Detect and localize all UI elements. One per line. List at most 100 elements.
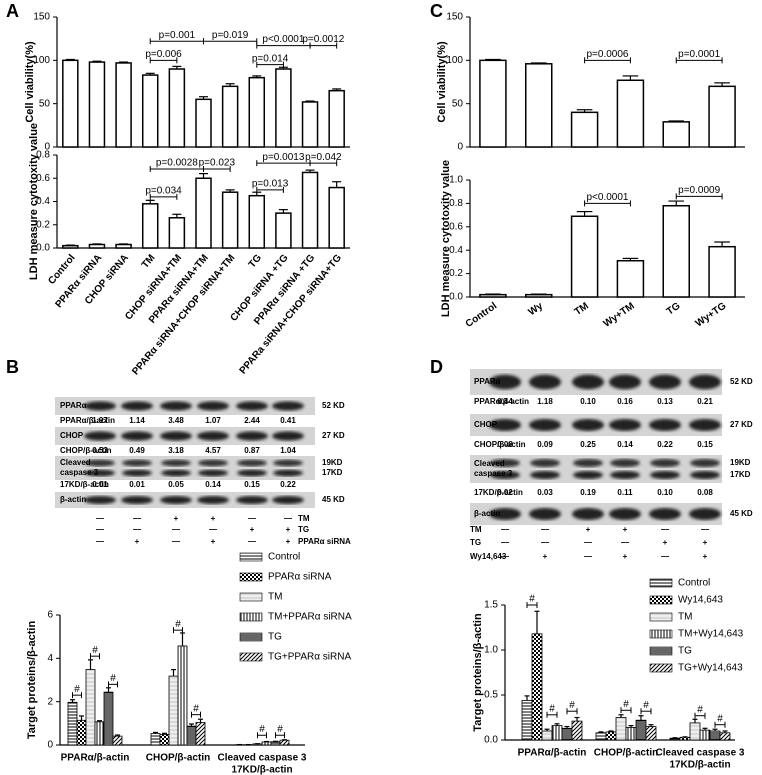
bar: [328, 186, 345, 249]
treatment-sign: —: [248, 537, 256, 546]
blot-band: [489, 374, 521, 390]
bar: [177, 645, 188, 746]
x-tick-label: PPARα siRNA+CHOP siRNA+TM: [130, 253, 237, 378]
blot-ratio: 0.11: [617, 488, 633, 497]
y-tick-label: 0.0: [36, 243, 50, 254]
x-tick-label: PPARα/β-actin: [61, 753, 130, 764]
sig-label: p<0.0001: [587, 192, 629, 203]
blot-band: [121, 431, 153, 441]
blot-band: [610, 459, 640, 467]
blot-label: caspase 3: [60, 468, 99, 477]
bar: [248, 76, 266, 148]
treatment-sign: +: [703, 538, 708, 547]
blot-band: [197, 431, 229, 441]
x-tick-label: TG: [665, 300, 683, 317]
blot-label: β-actin: [474, 509, 500, 518]
treatment-sign: —: [284, 514, 292, 523]
legend-swatch: [239, 612, 263, 622]
blot-band: [689, 374, 721, 390]
bar: [328, 89, 345, 148]
blot-label: PPARα/β-actin: [60, 416, 115, 425]
x-tick-label: Wy: [527, 300, 546, 318]
blot-size: 17KD: [730, 470, 751, 479]
legend-label: Control: [678, 578, 710, 589]
blot-size: 19KD: [322, 458, 343, 467]
treatment-sign: —: [661, 525, 669, 534]
blot-band: [572, 374, 604, 390]
sig-label: p=0.006: [145, 49, 182, 60]
blot-label: 17KD/β-actin: [474, 488, 523, 497]
treatment-sign: +: [211, 537, 216, 546]
blot-ratio: 0.14: [205, 480, 221, 489]
blot-ratio: 0.87: [244, 446, 260, 455]
blot-ratio: 0.49: [129, 446, 145, 455]
treatment-label: TM: [470, 525, 482, 534]
bar: [301, 101, 319, 148]
blot-band: [273, 459, 303, 467]
legend-label: TG+Wy14,643: [678, 663, 743, 674]
blot-band: [690, 471, 720, 479]
x-tick-label: Control: [464, 300, 500, 330]
bar: [615, 717, 627, 741]
bar: [141, 74, 159, 148]
blot-band: [236, 401, 268, 411]
y-tick-label: 100: [33, 55, 50, 66]
blot-band: [530, 471, 560, 479]
blot-label: PPARα/β-actin: [474, 397, 529, 406]
treatment-sign: —: [209, 525, 217, 534]
sig-label: p=0.019: [212, 30, 249, 41]
blot-band: [530, 459, 560, 467]
treatment-sign: +: [286, 537, 291, 546]
treatment-sign: —: [584, 552, 592, 561]
y-axis-label: Cell viability(%): [24, 41, 36, 123]
treatment-sign: —: [248, 514, 256, 523]
legend-label: Wy14,643: [678, 595, 723, 606]
blot-band: [573, 471, 603, 479]
bar: [571, 720, 583, 741]
blot-band: [198, 459, 228, 467]
x-tick-label: CHOP/β-actin: [146, 753, 210, 764]
y-axis-label: Cell viability(%): [436, 41, 448, 123]
bar: [709, 730, 721, 741]
y-axis-label: LDH measure cytotoxity value: [28, 123, 40, 280]
blot-ratio: 0.03: [537, 488, 553, 497]
blot-label: PPARα: [474, 377, 501, 386]
sig-label: #: [697, 704, 703, 715]
y-tick-label: 0.5: [484, 690, 498, 701]
sig-label: p=0.0001: [678, 49, 720, 60]
y-tick-label: 1.0: [484, 645, 498, 656]
y-axis-label: Target proteins/β-actin: [472, 613, 484, 732]
blot-label: CHOP: [60, 431, 84, 440]
blot-band: [237, 459, 267, 467]
treatment-label: TG: [298, 525, 309, 534]
y-tick-label: 0.6: [449, 221, 463, 232]
blot-ratio: 0.22: [657, 440, 673, 449]
blot-size: 45 KD: [730, 509, 753, 518]
legend-swatch: [239, 632, 263, 642]
blot-size: 27 KD: [730, 420, 753, 429]
bar: [625, 727, 637, 741]
bar: [221, 191, 239, 249]
legend-swatch: [649, 646, 673, 656]
x-tick-label: Cleaved caspase 3: [218, 753, 307, 764]
blot-band: [689, 419, 721, 431]
x-tick-label: TM: [140, 253, 158, 271]
bar: [521, 700, 533, 741]
bar: [112, 735, 123, 746]
blot-ratio: 3.48: [168, 416, 184, 425]
blot-ratio: 0.25: [580, 440, 596, 449]
treatment-sign: —: [133, 514, 141, 523]
treatment-sign: —: [96, 514, 104, 523]
blot-band: [84, 496, 116, 504]
blot-band: [690, 459, 720, 467]
bar: [62, 244, 79, 249]
blot-band: [649, 419, 681, 431]
sig-label: p=0.001: [159, 30, 196, 41]
treatment-sign: —: [541, 538, 549, 547]
sig-label: #: [259, 724, 265, 735]
bar: [221, 85, 239, 148]
bar: [261, 741, 272, 746]
bar: [616, 259, 645, 298]
y-tick-label: 0.2: [36, 219, 50, 230]
bar: [551, 725, 563, 741]
